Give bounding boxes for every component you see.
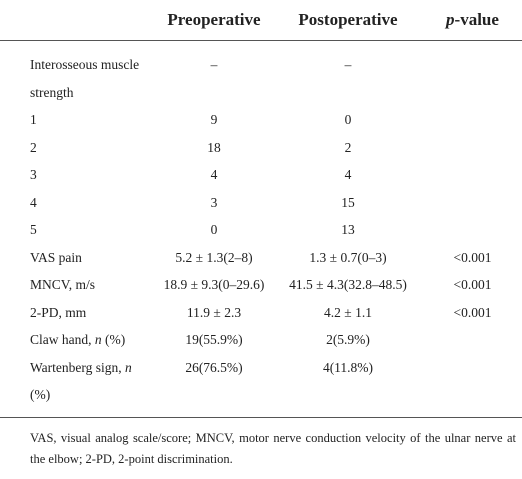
- row-label: Claw hand, n (%): [0, 326, 155, 354]
- table-row: Wartenberg sign, n (%) 26(76.5%) 4(11.8%): [0, 353, 522, 418]
- cell: 13: [341, 222, 355, 237]
- cell: [423, 326, 522, 354]
- row-label: 1: [0, 106, 155, 134]
- cell: –: [210, 57, 218, 72]
- cell: 1.3 ± 0.7(0–3): [309, 249, 387, 265]
- cell: 18: [207, 139, 221, 155]
- cell: 18.9 ± 9.3(0–29.6): [163, 277, 265, 292]
- cell: <0.001: [453, 249, 492, 265]
- table-row: MNCV, m/s 18.9 ± 9.3(0–29.6) 41.5 ± 4.3(32…: [0, 271, 522, 299]
- cell: 19(55.9%): [185, 332, 243, 347]
- cell: [423, 134, 522, 162]
- header-cell: Postoperative: [273, 0, 423, 41]
- text-part: Claw hand,: [30, 332, 95, 347]
- text-part: (%): [30, 387, 51, 402]
- table-row: 1 9 0: [0, 106, 522, 134]
- text-part: 4: [30, 194, 37, 210]
- cell: [423, 216, 522, 244]
- cell: –: [344, 57, 352, 72]
- text-part: MNCV, m/s: [30, 277, 96, 292]
- table-row: 3 4 4: [0, 161, 522, 189]
- text-part: 3: [30, 167, 37, 182]
- cell: <0.001: [453, 304, 492, 320]
- text-part: Postoperative: [298, 10, 398, 29]
- row-label: 4: [0, 189, 155, 217]
- cell: [423, 106, 522, 134]
- header-cell: [0, 0, 155, 41]
- cell: <0.001: [453, 277, 492, 292]
- cell: 5.2 ± 1.3(2–8): [175, 249, 253, 265]
- cell: 0: [210, 222, 218, 237]
- text-part: 2-PD, mm: [30, 304, 87, 320]
- cell: 2(5.9%): [326, 332, 370, 347]
- cell: 41.5 ± 4.3(32.8–48.5): [289, 277, 407, 292]
- row-label: 2-PD, mm: [0, 299, 155, 327]
- text-part: p: [446, 10, 455, 29]
- cell: 4: [210, 167, 218, 182]
- table-row: 5 0 13: [0, 216, 522, 244]
- row-label: VAS pain: [0, 244, 155, 272]
- cell: 4.2 ± 1.1: [324, 304, 372, 320]
- table-row: 2 18 2: [0, 134, 522, 162]
- cell: [423, 353, 522, 418]
- cell: 2: [344, 139, 352, 155]
- cell: 11.9 ± 2.3: [186, 304, 242, 320]
- row-label: 5: [0, 216, 155, 244]
- text-part: VAS pain: [30, 249, 82, 265]
- cell: [423, 41, 522, 107]
- text-part: 1: [30, 112, 37, 127]
- footnote: VAS, visual analog scale/score; MNCV, mo…: [30, 430, 516, 466]
- cell: 0: [344, 112, 352, 127]
- row-label: Wartenberg sign, n (%): [0, 353, 155, 418]
- text-part: n: [125, 359, 132, 375]
- cell: 4: [344, 167, 352, 182]
- text-part: Preoperative: [167, 10, 261, 29]
- data-table: Preoperative Postoperative p-value Interos…: [0, 0, 522, 418]
- row-label: MNCV, m/s: [0, 271, 155, 299]
- text-part: Interosseous muscle strength: [30, 57, 140, 100]
- row-label: 3: [0, 161, 155, 189]
- cell: 3: [210, 194, 218, 210]
- row-label: 2: [0, 134, 155, 162]
- text-part: n: [94, 332, 102, 347]
- cell: 4(11.8%): [273, 353, 423, 418]
- text-part: (%): [101, 332, 126, 347]
- table-row: VAS pain 5.2 ± 1.3(2–8) 1.3 ± 0.7(0–3) <0.0…: [0, 244, 522, 272]
- cell: [423, 161, 522, 189]
- header-cell: Preoperative: [155, 0, 273, 41]
- cell: [423, 189, 522, 217]
- table-row: Interosseous muscle strength – –: [0, 41, 522, 107]
- text-part: -value: [454, 10, 499, 29]
- cell: 26(76.5%): [155, 353, 273, 418]
- table-body: Interosseous muscle strength – –1 9 0 2 18 2 3 4 4…: [0, 41, 522, 418]
- table-row: Claw hand, n (%) 19(55.9%) 2(5.9%): [0, 326, 522, 354]
- text-part: 5: [30, 222, 37, 237]
- table-row: 4 3 15: [0, 189, 522, 217]
- header-row: Preoperative Postoperative p-value: [0, 0, 522, 41]
- header-cell: p-value: [423, 0, 522, 41]
- text-part: 2: [30, 139, 37, 155]
- cell: 9: [210, 112, 218, 127]
- table-row: 2-PD, mm 11.9 ± 2.3 4.2 ± 1.1 <0.001: [0, 299, 522, 327]
- text-part: Wartenberg sign,: [30, 359, 126, 375]
- cell: 15: [341, 194, 355, 210]
- row-label: Interosseous muscle strength: [0, 41, 155, 107]
